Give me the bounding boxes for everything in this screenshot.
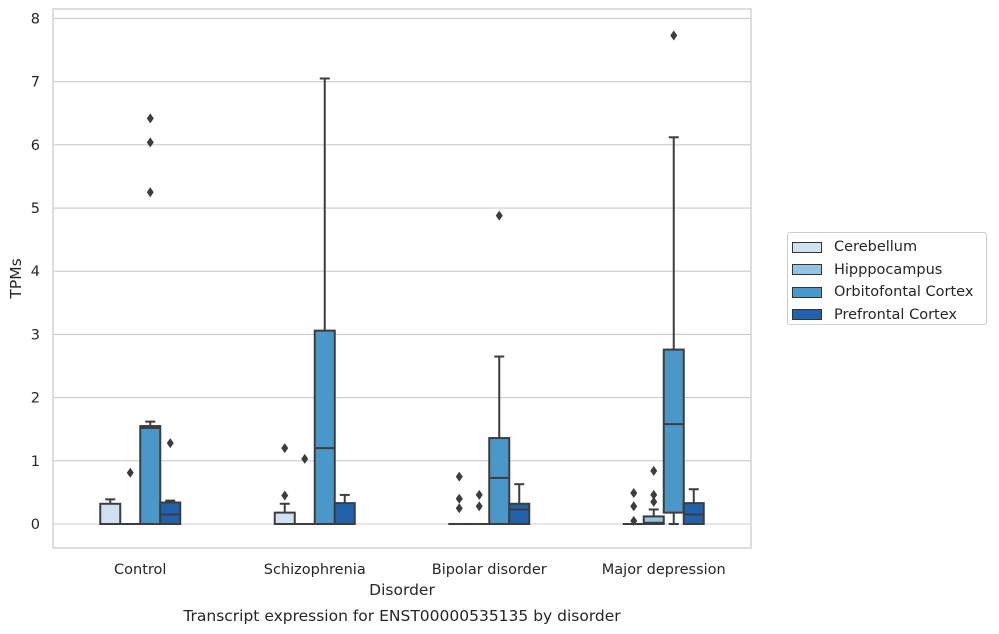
outlier-point xyxy=(455,503,463,514)
box-body xyxy=(662,348,685,514)
outlier-point xyxy=(630,488,638,499)
box-body xyxy=(333,502,356,525)
x-tick-label: Major depression xyxy=(602,562,726,578)
outlier-point xyxy=(146,187,154,198)
x-tick-label: Schizophrenia xyxy=(264,562,366,578)
box-body xyxy=(159,501,182,525)
box-major-depression-hipppocampus xyxy=(642,465,665,525)
x-tick-label: Control xyxy=(114,562,166,578)
outlier-point xyxy=(146,137,154,148)
y-tick-labels: 0 1 2 3 4 5 6 7 8 xyxy=(31,11,40,533)
legend-swatch xyxy=(792,264,822,276)
legend-swatch xyxy=(792,241,822,253)
box-major-depression-orbitofontal-cortex xyxy=(662,30,685,525)
outlier-point xyxy=(281,490,289,501)
outlier-point xyxy=(475,489,483,500)
box-body xyxy=(488,437,511,525)
y-axis-title: TPMs xyxy=(7,258,25,299)
box-schizophrenia-cerebellum xyxy=(273,443,296,525)
outlier-point xyxy=(630,501,638,512)
box-control-hipppocampus xyxy=(119,467,142,525)
outlier-point xyxy=(495,210,503,221)
box-body xyxy=(273,511,296,525)
outlier-point xyxy=(670,30,678,41)
gridlines xyxy=(53,17,751,525)
legend-item: Orbitofontal Cortex xyxy=(792,281,986,304)
y-tick-label: 2 xyxy=(31,391,40,407)
y-tick-label: 8 xyxy=(31,11,40,27)
box-schizophrenia-hipppocampus xyxy=(293,453,316,525)
outlier-point xyxy=(455,471,463,482)
box-bipolar-disorder-cerebellum xyxy=(448,471,471,525)
chart-caption: Transcript expression for ENST0000053513… xyxy=(182,607,621,625)
legend-swatch xyxy=(792,286,822,298)
y-tick-label: 4 xyxy=(31,264,40,280)
x-axis-title: Disorder xyxy=(369,581,435,599)
legend-label: Orbitofontal Cortex xyxy=(834,284,974,301)
outlier-point xyxy=(281,443,289,454)
box-control-prefrontal-cortex xyxy=(159,438,182,525)
outlier-point xyxy=(630,515,638,526)
legend-swatch xyxy=(792,309,822,321)
y-tick-label: 1 xyxy=(31,454,40,470)
box-major-depression-prefrontal-cortex xyxy=(682,488,705,525)
box-control-orbitofontal-cortex xyxy=(139,113,162,525)
outlier-point xyxy=(166,438,174,449)
box-schizophrenia-prefrontal-cortex xyxy=(333,493,356,525)
y-tick-label: 5 xyxy=(31,201,40,217)
outlier-point xyxy=(650,489,658,500)
y-tick-label: 3 xyxy=(31,327,40,343)
y-tick-label: 6 xyxy=(31,138,40,154)
outlier-point xyxy=(650,465,658,476)
box-body xyxy=(139,425,162,525)
legend-label: Cerebellum xyxy=(834,239,918,256)
box-schizophrenia-orbitofontal-cortex xyxy=(313,77,336,525)
box-bipolar-disorder-hipppocampus xyxy=(468,489,491,525)
x-tick-label: Bipolar disorder xyxy=(432,562,547,578)
box-body xyxy=(313,329,336,525)
box-body xyxy=(508,502,531,525)
legend-item: Cerebellum xyxy=(792,236,986,259)
outlier-point xyxy=(475,501,483,512)
y-tick-label: 7 xyxy=(31,75,40,91)
outlier-point xyxy=(455,493,463,504)
box-major-depression-cerebellum xyxy=(622,488,645,526)
legend-item: Prefrontal Cortex xyxy=(792,304,986,327)
outlier-point xyxy=(301,453,309,464)
outlier-point xyxy=(650,496,658,507)
legend-label: Prefrontal Cortex xyxy=(834,306,957,323)
legend: Cerebellum Hipppocampus Orbitofontal Corte… xyxy=(787,232,987,325)
legend-label: Hipppocampus xyxy=(834,261,943,278)
box-bipolar-disorder-orbitofontal-cortex xyxy=(488,210,511,525)
x-tick-labels: Control Schizophrenia Bipolar disorder Majo… xyxy=(114,562,726,578)
plot-marks xyxy=(99,30,705,526)
box-body xyxy=(99,502,122,525)
box-body xyxy=(642,515,665,525)
box-bipolar-disorder-prefrontal-cortex xyxy=(508,483,531,525)
plot-area-frame xyxy=(52,8,752,549)
y-tick-label: 0 xyxy=(31,517,40,533)
outlier-point xyxy=(146,113,154,124)
outlier-point xyxy=(126,467,134,478)
box-control-cerebellum xyxy=(99,498,122,525)
legend-item: Hipppocampus xyxy=(792,259,986,282)
